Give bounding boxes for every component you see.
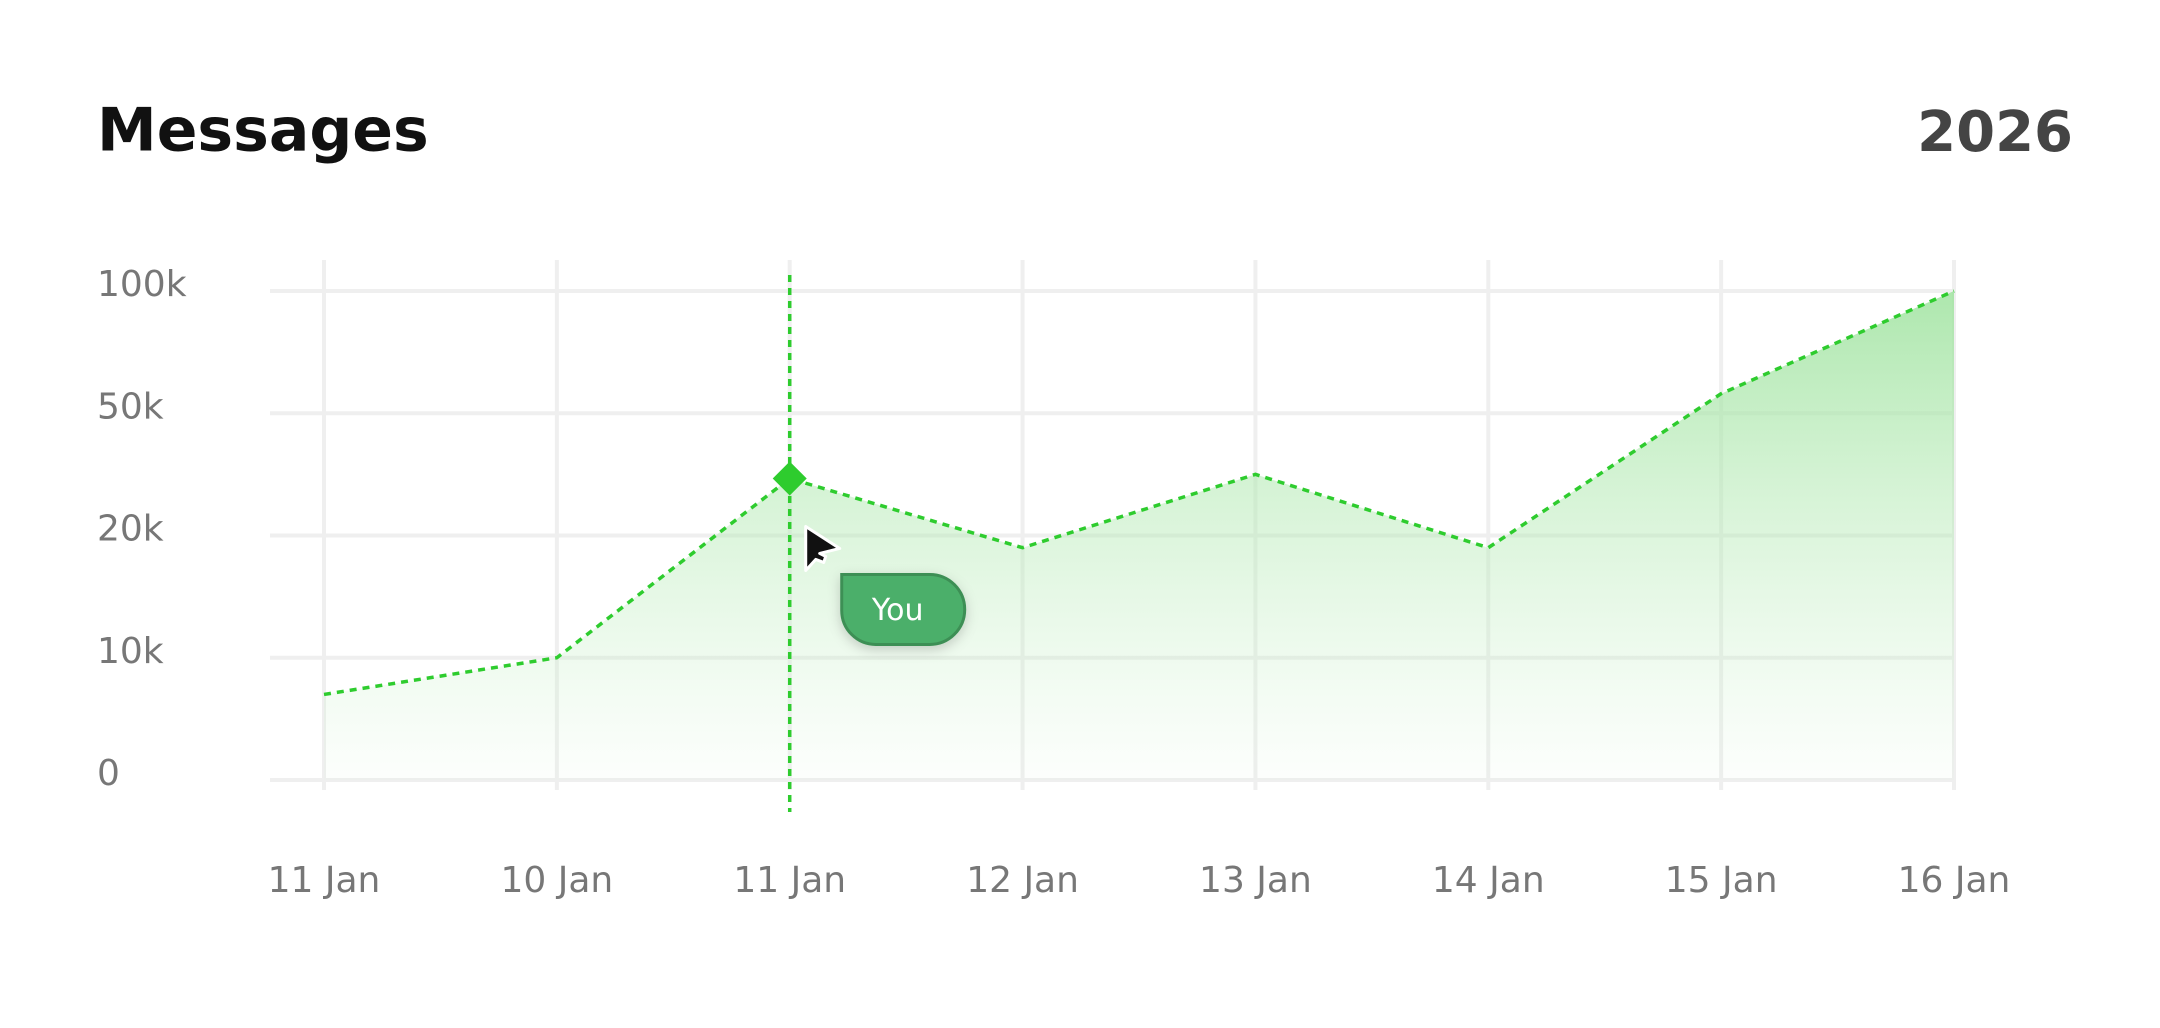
y-tick-label: 10k	[97, 631, 164, 672]
cursor	[804, 524, 842, 572]
y-tick-label: 100k	[97, 264, 187, 305]
x-tick-label: 13 Jan	[1199, 860, 1312, 901]
tooltip: You	[840, 572, 967, 646]
y-tick-label: 0	[97, 753, 120, 794]
x-tick-label: 12 Jan	[966, 860, 1079, 901]
x-tick-label: 16 Jan	[1898, 860, 2011, 901]
tooltip-label: You	[871, 593, 924, 628]
tooltip-bubble	[840, 572, 967, 646]
year-label: 2026	[1917, 100, 2073, 165]
chart-title: Messages	[97, 96, 429, 166]
x-tick-label: 11 Jan	[268, 860, 381, 901]
x-tick-label: 11 Jan	[733, 860, 846, 901]
x-tick-label: 14 Jan	[1432, 860, 1545, 901]
hover-point	[772, 461, 807, 496]
x-tick-label: 15 Jan	[1665, 860, 1778, 901]
area	[324, 291, 1954, 780]
x-tick-label: 10 Jan	[500, 860, 613, 901]
y-tick-label: 20k	[97, 509, 164, 550]
y-tick-label: 50k	[97, 386, 164, 427]
